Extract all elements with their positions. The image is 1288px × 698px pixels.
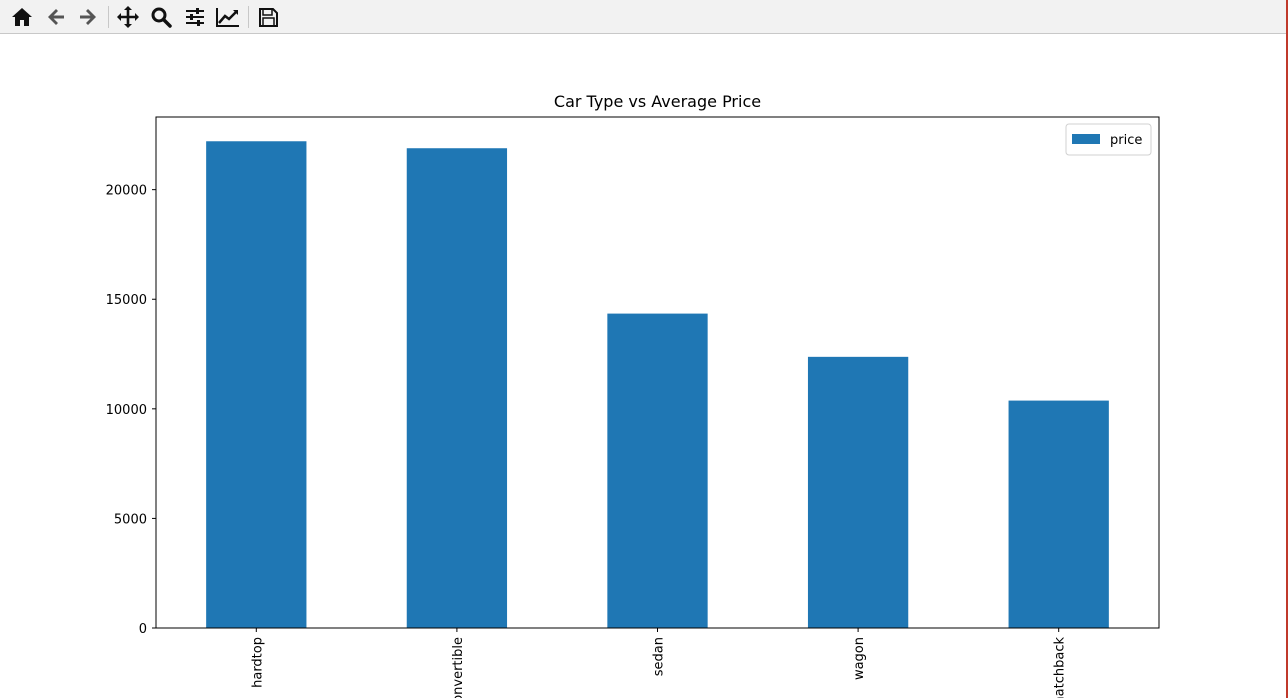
legend-swatch (1072, 134, 1100, 144)
legend-box (1065, 123, 1152, 156)
toolbar-separator (108, 6, 109, 28)
x-tick-label: hardtop (250, 637, 265, 688)
line-chart-icon (216, 8, 239, 27)
arrow-left-icon (48, 9, 64, 25)
bar-chart: Car Type vs Average Price hardtop converti… (106, 92, 1160, 698)
bar-convertible (406, 148, 508, 628)
bar-sedan (607, 313, 708, 628)
forward-button[interactable] (75, 4, 101, 30)
edit-axis-button[interactable] (215, 4, 241, 30)
y-tick-label: 10000 (106, 403, 147, 418)
x-tick-label: convertible (451, 637, 466, 698)
bar-hatchback (1008, 400, 1109, 628)
toolbar (0, 0, 1288, 34)
move-icon (117, 6, 139, 28)
window-border (1286, 0, 1288, 698)
search-icon (151, 7, 172, 28)
chart-title: Car Type vs Average Price (554, 92, 761, 111)
arrow-right-icon (80, 9, 96, 25)
y-tick-label: 0 (139, 622, 147, 637)
bar-wagon (807, 356, 909, 628)
legend-label: price (1110, 133, 1142, 148)
back-button[interactable] (43, 4, 69, 30)
y-tick-label: 5000 (114, 512, 147, 527)
toolbar-separator (248, 6, 249, 28)
x-tick-label: hatchback (1053, 637, 1068, 698)
bar-hardtop (206, 141, 307, 628)
x-tick-label: wagon (852, 637, 867, 680)
y-tick-label: 20000 (106, 184, 147, 199)
home-icon (12, 8, 32, 26)
save-icon (259, 8, 278, 27)
home-button[interactable] (9, 4, 35, 30)
zoom-button[interactable] (148, 4, 174, 30)
x-tick-label: sedan (652, 637, 667, 676)
pan-button[interactable] (115, 4, 141, 30)
save-button[interactable] (255, 4, 281, 30)
y-tick-label: 15000 (106, 293, 147, 308)
plot-frame (155, 116, 1160, 629)
configure-subplots-button[interactable] (182, 4, 208, 30)
sliders-icon (186, 8, 204, 26)
